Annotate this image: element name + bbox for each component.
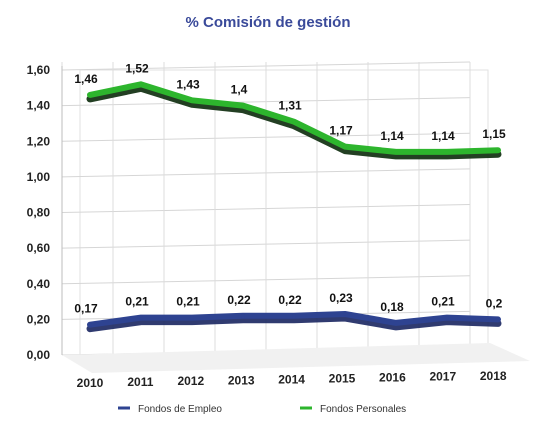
data-label-fondos-personales: 1,14 bbox=[380, 129, 404, 143]
data-label-fondos-de-empleo: 0,2 bbox=[486, 296, 503, 310]
y-tick-label: 0,40 bbox=[27, 277, 51, 291]
data-label-fondos-personales: 1,43 bbox=[176, 77, 200, 91]
data-point-fondos-de-empleo bbox=[394, 320, 398, 325]
data-label-fondos-personales: 1,52 bbox=[125, 61, 149, 75]
data-point-fondos-personales bbox=[241, 103, 245, 108]
y-tick-label: 1,40 bbox=[27, 99, 51, 113]
data-point-fondos-de-empleo bbox=[88, 322, 92, 327]
x-tick-label: 2018 bbox=[480, 369, 507, 383]
data-label-fondos-de-empleo: 0,22 bbox=[227, 293, 251, 307]
data-point-fondos-personales bbox=[496, 148, 500, 153]
data-label-fondos-de-empleo: 0,18 bbox=[380, 300, 404, 314]
data-label-fondos-de-empleo: 0,21 bbox=[125, 295, 149, 309]
series-shadow-fondos-personales bbox=[86, 84, 502, 160]
y-tick-label: 0,00 bbox=[27, 348, 51, 362]
legend-label: Fondos Personales bbox=[320, 404, 406, 415]
data-label-fondos-de-empleo: 0,22 bbox=[278, 293, 302, 307]
y-tick-label: 0,80 bbox=[27, 206, 51, 220]
data-point-fondos-de-empleo bbox=[343, 312, 347, 317]
axes: 0,00 0,20 0,40 0,60 0,80 1,00 1,20 1,40 1,60 2010… bbox=[27, 63, 507, 390]
data-label-fondos-personales: 1,31 bbox=[278, 99, 302, 113]
chart-title: % Comisión de gestión bbox=[185, 14, 350, 31]
data-point-fondos-de-empleo bbox=[139, 315, 143, 320]
data-point-fondos-personales bbox=[445, 149, 449, 154]
data-point-fondos-personales bbox=[343, 144, 347, 149]
x-tick-label: 2012 bbox=[177, 374, 204, 388]
x-tick-label: 2015 bbox=[329, 372, 356, 386]
data-label-fondos-de-empleo: 0,21 bbox=[431, 295, 455, 309]
legend-label: Fondos de Empleo bbox=[138, 404, 222, 415]
data-point-fondos-de-empleo bbox=[190, 315, 194, 320]
data-point-fondos-personales bbox=[88, 92, 92, 97]
x-tick-label: 2016 bbox=[379, 371, 406, 385]
data-point-fondos-personales bbox=[190, 98, 194, 103]
y-tick-label: 0,60 bbox=[27, 241, 51, 255]
x-tick-label: 2010 bbox=[77, 376, 104, 390]
floor bbox=[62, 343, 530, 373]
data-label-fondos-personales: 1,17 bbox=[329, 124, 353, 138]
data-point-fondos-personales bbox=[394, 149, 398, 154]
x-tick-label: 2014 bbox=[278, 372, 305, 386]
y-tick-label: 1,60 bbox=[27, 63, 51, 77]
x-tick-label: 2013 bbox=[228, 373, 255, 387]
data-point-fondos-personales bbox=[292, 119, 296, 124]
data-label-fondos-de-empleo: 0,17 bbox=[74, 302, 98, 316]
data-point-fondos-de-empleo bbox=[445, 315, 449, 320]
data-label-fondos-de-empleo: 0,23 bbox=[329, 291, 353, 305]
x-tick-label: 2011 bbox=[127, 375, 153, 389]
series-shadow-fondos-de-empleo bbox=[86, 314, 502, 333]
data-labels: 0,17 0,21 0,21 0,22 0,22 0,23 0,18 0,21 0,2 1,46 1… bbox=[74, 61, 506, 315]
y-tick-label: 1,00 bbox=[27, 170, 51, 184]
legend: Fondos de Empleo Fondos Personales bbox=[118, 404, 406, 415]
data-label-fondos-personales: 1,14 bbox=[431, 129, 455, 143]
data-point-fondos-de-empleo bbox=[496, 317, 500, 322]
data-label-fondos-personales: 1,15 bbox=[482, 127, 506, 141]
data-point-fondos-de-empleo bbox=[292, 313, 296, 318]
data-label-fondos-de-empleo: 0,21 bbox=[176, 295, 200, 309]
data-label-fondos-personales: 1,46 bbox=[74, 72, 98, 86]
data-point-fondos-personales bbox=[139, 82, 143, 87]
data-point-fondos-de-empleo bbox=[241, 313, 245, 318]
y-tick-label: 0,20 bbox=[27, 312, 51, 326]
data-label-fondos-personales: 1,4 bbox=[231, 83, 248, 97]
series-layer bbox=[86, 81, 502, 333]
x-tick-label: 2017 bbox=[429, 370, 456, 384]
y-tick-label: 1,20 bbox=[27, 134, 51, 148]
